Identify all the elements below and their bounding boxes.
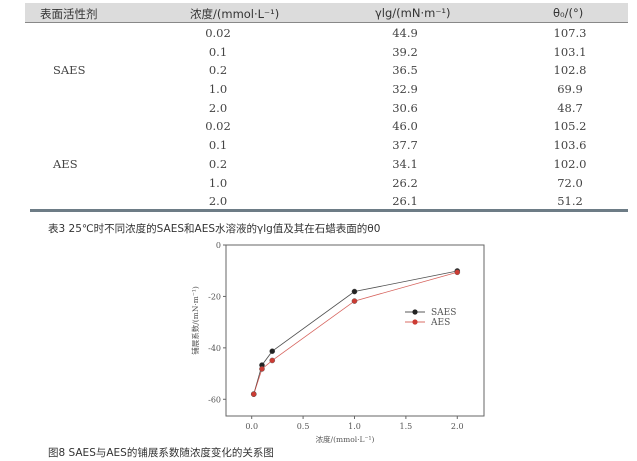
y-tick-label: 0: [216, 241, 221, 250]
theta-cell: 48.7: [557, 100, 583, 115]
gamma-cell: 44.9: [392, 26, 418, 40]
legend-label: SAES: [431, 308, 456, 318]
gamma-cell: 36.5: [392, 63, 418, 78]
table-row: 0.02 46.0 105.2: [25, 116, 628, 135]
gamma-cell: 26.1: [392, 194, 418, 209]
data-point-saes: [351, 288, 358, 295]
table-row: 0.1 39.2 103.1: [25, 42, 628, 61]
concentration-cell: 1.0: [208, 82, 228, 97]
data-point-aes: [269, 357, 276, 364]
header-gamma: γlg/(mN·m⁻¹): [375, 6, 451, 20]
table-caption: 表3 25℃时不同浓度的SAES和AES水溶液的γlg值及其在石蜡表面的θ0: [48, 223, 381, 235]
concentration-cell: 0.1: [208, 138, 228, 153]
theta-cell: 72.0: [557, 175, 583, 190]
table-row: 0.02 44.9 107.3: [25, 23, 628, 42]
theta-cell: 103.6: [553, 138, 587, 153]
table-bottom-rule: [30, 209, 628, 212]
x-tick-label: 2.0: [451, 422, 464, 431]
data-point-saes: [269, 348, 276, 355]
theta-cell: 105.2: [553, 119, 587, 134]
concentration-cell: 2.0: [208, 194, 228, 209]
plot-frame: [225, 244, 485, 417]
x-tick-label: 0.5: [297, 422, 310, 431]
table-body: 0.02 44.9 107.3 0.1 39.2 103.1 SAES 0.2 36.5 102.…: [25, 23, 628, 210]
data-point-aes: [454, 269, 461, 276]
gamma-cell: 34.1: [392, 156, 418, 171]
data-point-aes: [250, 391, 257, 397]
x-axis-label: 浓度/(mmol·L⁻¹): [316, 434, 375, 444]
concentration-cell: 2.0: [208, 100, 228, 115]
header-theta: θ₀/(°): [553, 6, 584, 20]
header-surfactant: 表面活性剂: [40, 7, 98, 21]
surfactant-name: SAES: [53, 63, 86, 78]
theta-cell: 102.8: [553, 63, 587, 78]
table-row: 2.0 30.6 48.7: [25, 98, 628, 117]
table-header: 表面活性剂 浓度/(mmol·L⁻¹) γlg/(mN·m⁻¹) θ₀/(°): [25, 3, 628, 23]
figure-caption: 图8 SAES与AES的铺展系数随浓度变化的关系图: [48, 447, 274, 459]
x-tick-label: 1.0: [348, 422, 361, 431]
legend-marker: [412, 309, 418, 315]
legend-label: AES: [430, 318, 450, 328]
table-row: SAES 0.2 36.5 102.8: [25, 60, 628, 79]
concentration-cell: 0.1: [208, 44, 228, 59]
theta-cell: 103.1: [553, 44, 587, 59]
theta-cell: 102.0: [553, 156, 587, 171]
data-point-aes: [351, 298, 358, 304]
theta-cell: 69.9: [557, 82, 583, 97]
header-concentration: 浓度/(mmol·L⁻¹): [190, 7, 280, 21]
surfactant-name: AES: [53, 156, 78, 171]
theta-cell: 51.2: [557, 194, 583, 209]
y-axis-label: 铺展系数/(mN·m⁻¹): [190, 286, 200, 355]
gamma-cell: 37.7: [392, 138, 418, 153]
gamma-cell: 26.2: [392, 175, 418, 190]
gamma-cell: 46.0: [392, 119, 418, 134]
x-tick-label: 0.0: [245, 422, 258, 431]
theta-cell: 107.3: [553, 26, 587, 40]
concentration-cell: 1.0: [208, 175, 228, 190]
concentration-cell: 0.2: [208, 156, 228, 171]
gamma-cell: 32.9: [392, 82, 418, 97]
table-row: 1.0 32.9 69.9: [25, 79, 628, 98]
table-row: 0.1 37.7 103.6: [25, 135, 628, 154]
x-tick-label: 1.5: [400, 422, 413, 431]
legend-marker: [412, 319, 418, 325]
table-row: 1.0 26.2 72.0: [25, 173, 628, 192]
gamma-cell: 30.6: [392, 100, 418, 115]
concentration-cell: 0.2: [208, 63, 228, 78]
concentration-cell: 0.02: [205, 119, 231, 134]
data-point-aes: [259, 366, 265, 372]
y-tick-label: -20: [208, 292, 221, 301]
y-tick-label: -60: [208, 395, 221, 404]
concentration-cell: 0.02: [205, 26, 231, 40]
data-table: 表面活性剂 浓度/(mmol·L⁻¹) γlg/(mN·m⁻¹) θ₀/(°) …: [25, 3, 628, 210]
y-tick-label: -40: [208, 344, 221, 353]
gamma-cell: 39.2: [392, 44, 418, 59]
table-row: AES 0.2 34.1 102.0: [25, 154, 628, 173]
table-row: 2.0 26.1 51.2: [25, 191, 628, 210]
